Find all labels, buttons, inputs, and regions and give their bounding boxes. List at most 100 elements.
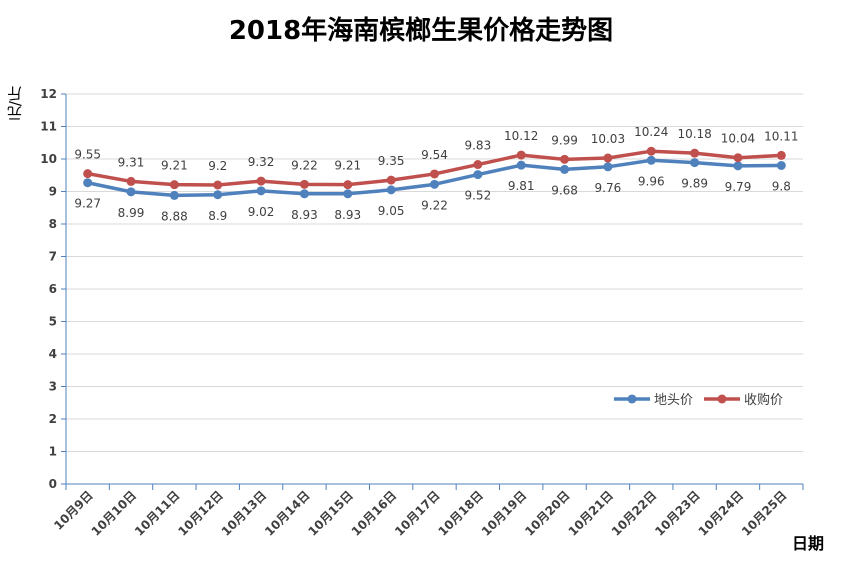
data-point: [343, 189, 353, 199]
data-label: 10.03: [591, 132, 625, 146]
data-point: [690, 148, 700, 158]
data-label: 9.2: [208, 159, 227, 173]
x-tick-label: 10月15日: [305, 488, 355, 538]
y-tick-label: 8: [49, 217, 57, 231]
y-tick-label: 0: [49, 477, 57, 491]
x-tick-label: 10月10日: [89, 488, 139, 538]
data-point: [646, 146, 656, 156]
x-tick-label: 10月12日: [175, 488, 225, 538]
data-point: [83, 169, 93, 179]
data-label: 9.22: [291, 158, 318, 172]
y-tick-label: 6: [49, 282, 57, 296]
data-label: 9.54: [421, 148, 448, 162]
data-label: 9.31: [118, 155, 145, 169]
data-label: 10.11: [764, 129, 798, 143]
x-tick-label: 10月16日: [349, 488, 399, 538]
data-label: 9.81: [508, 179, 535, 193]
data-point: [473, 160, 483, 170]
x-tick-label: 10月9日: [51, 488, 96, 533]
data-label: 9.27: [74, 197, 101, 211]
data-point: [169, 180, 179, 190]
data-point: [213, 180, 223, 190]
data-label: 9.68: [551, 183, 578, 197]
data-point: [430, 179, 439, 189]
data-label: 9.76: [595, 181, 622, 195]
data-point: [430, 169, 439, 179]
data-label: 8.9: [208, 209, 227, 223]
y-tick-label: 11: [40, 120, 57, 134]
data-label: 9.05: [378, 204, 405, 218]
data-point: [776, 150, 786, 160]
legend-label-1: 地头价: [654, 393, 693, 408]
legend-marker-2: [717, 394, 727, 404]
data-label: 9.55: [74, 148, 101, 162]
x-tick-label: 10月24日: [696, 488, 746, 538]
y-tick-label: 7: [49, 250, 57, 264]
data-point: [603, 153, 613, 163]
data-label: 9.79: [725, 180, 752, 194]
x-tick-label: 10月13日: [219, 488, 269, 538]
data-point: [213, 190, 223, 200]
y-tick-label: 9: [49, 185, 57, 199]
data-label: 9.99: [551, 133, 578, 147]
data-label: 9.21: [334, 159, 361, 173]
data-point: [690, 158, 700, 168]
data-label: 9.35: [378, 154, 405, 168]
x-tick-label: 10月25日: [739, 488, 789, 538]
data-label: 10.04: [721, 132, 755, 146]
data-point: [473, 170, 483, 180]
x-tick-label: 10月18日: [435, 488, 485, 538]
x-tick-label: 10月20日: [522, 488, 572, 538]
data-point: [560, 164, 570, 174]
data-label: 10.24: [634, 125, 668, 139]
data-label: 8.88: [161, 209, 188, 223]
data-label: 8.93: [291, 208, 318, 222]
x-tick-label: 10月11日: [132, 488, 182, 538]
data-label: 9.8: [772, 180, 791, 194]
data-point: [516, 150, 526, 160]
data-point: [776, 161, 786, 170]
data-point: [299, 189, 309, 199]
y-tick-label: 3: [49, 380, 57, 394]
data-point: [343, 180, 353, 190]
x-tick-label: 10月22日: [609, 488, 659, 538]
chart-title: 2018年海南槟榔生果价格走势图: [228, 16, 614, 46]
data-label: 10.12: [504, 129, 538, 143]
data-label: 9.21: [161, 159, 188, 173]
y-tick-label: 5: [49, 315, 57, 329]
y-tick-label: 2: [49, 412, 57, 426]
legend-label-2: 收购价: [744, 392, 783, 408]
data-point: [256, 176, 266, 186]
data-point: [83, 178, 93, 188]
data-label: 9.22: [421, 198, 448, 212]
x-tick-label: 10月19日: [479, 488, 529, 538]
data-point: [386, 185, 396, 195]
legend-marker-1: [627, 394, 637, 404]
x-axis-label: 日期: [792, 534, 825, 553]
data-label: 9.83: [464, 139, 491, 153]
data-label: 9.02: [248, 205, 275, 219]
data-point: [256, 186, 266, 196]
data-point: [560, 154, 570, 164]
data-point: [516, 160, 526, 170]
data-point: [386, 175, 396, 185]
y-tick-label: 12: [40, 87, 57, 101]
data-label: 9.89: [681, 177, 708, 191]
data-label: 8.93: [334, 208, 361, 222]
x-tick-label: 10月14日: [262, 488, 312, 538]
x-tick-label: 10月21日: [566, 488, 616, 538]
data-point: [126, 187, 136, 197]
x-tick-label: 10月17日: [392, 488, 442, 538]
data-point: [299, 179, 309, 189]
data-point: [603, 162, 613, 172]
x-tick-label: 10月23日: [652, 488, 702, 538]
y-tick-label: 4: [49, 347, 57, 361]
data-point: [646, 155, 656, 165]
data-label: 10.18: [677, 127, 711, 141]
data-point: [169, 190, 179, 200]
data-label: 9.32: [248, 155, 275, 169]
data-label: 9.96: [638, 174, 665, 188]
y-tick-label: 1: [49, 445, 57, 459]
